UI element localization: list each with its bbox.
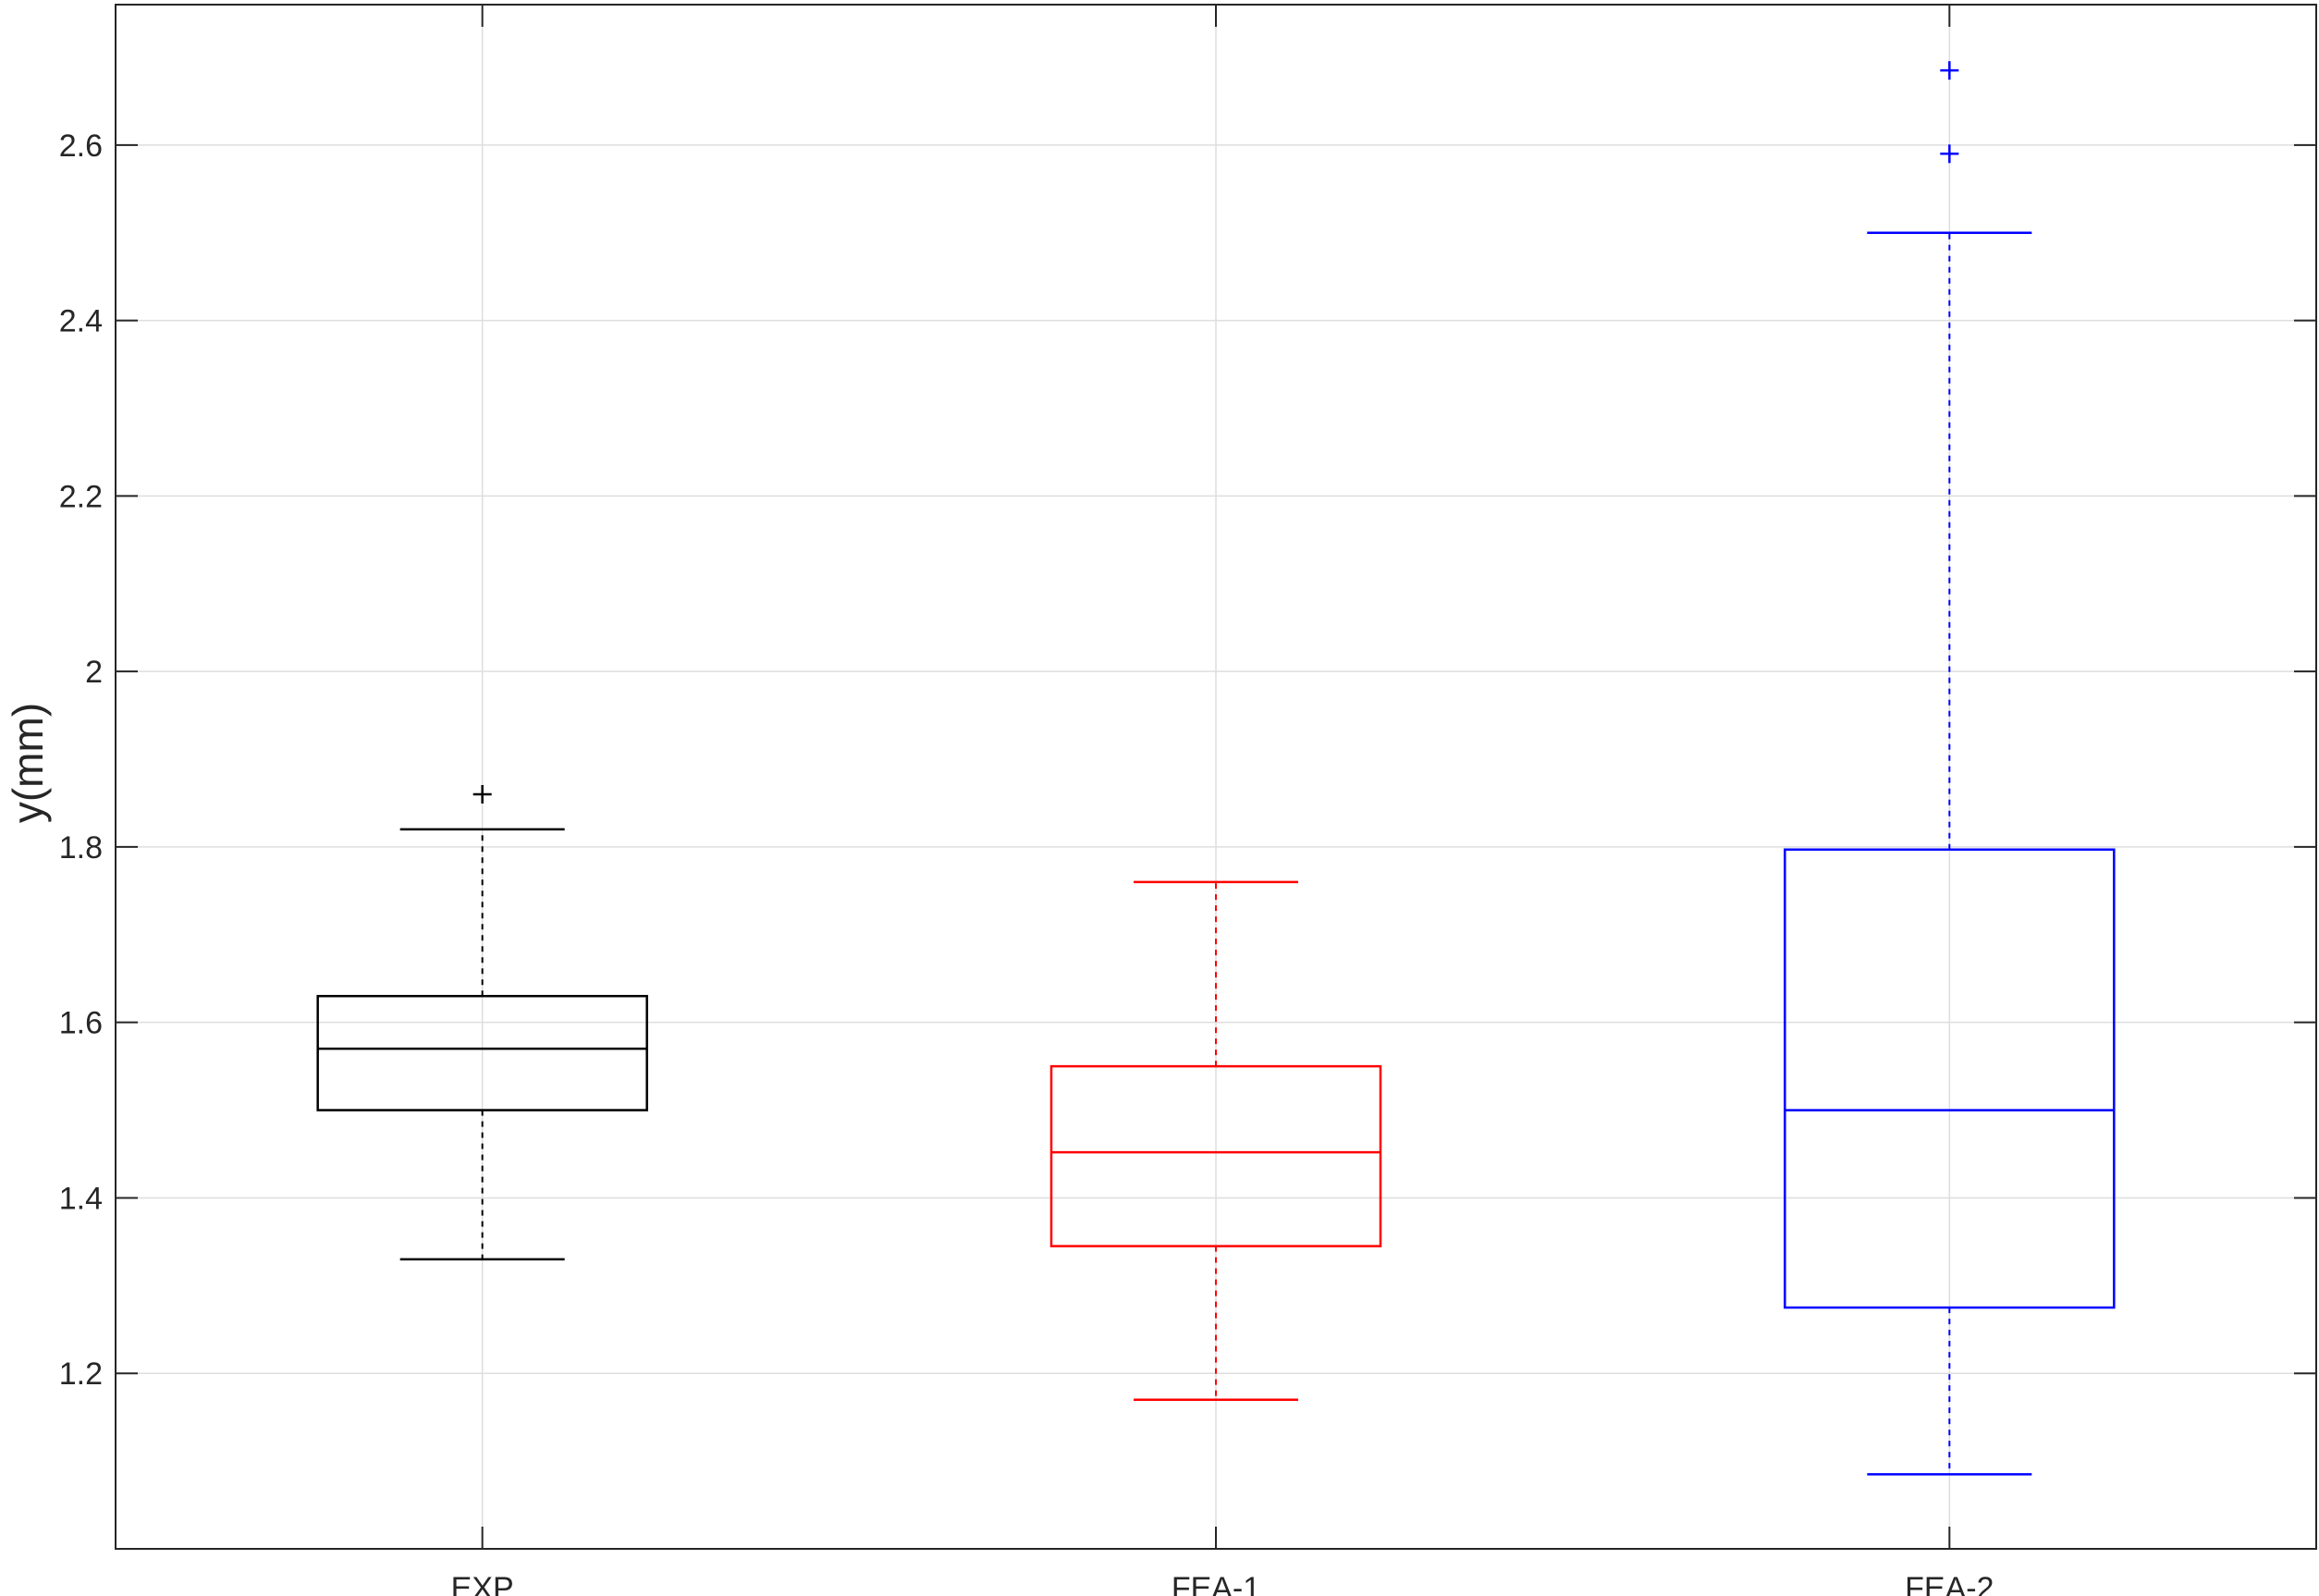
iqr-box bbox=[1784, 848, 2116, 1309]
y-tick-label: 2.4 bbox=[59, 304, 103, 339]
y-tick-label: 2 bbox=[85, 655, 103, 690]
y-axis-label: y(mm) bbox=[4, 703, 52, 823]
y-tick-label: 1.6 bbox=[59, 1006, 103, 1041]
axis-ticks: 1.2 1.4 1.6 1.8 2 2.2 2.4 2.6 EXP FEA-1 FEA-2 bbox=[59, 5, 2316, 1596]
outlier-marker bbox=[472, 784, 492, 804]
y-tick-label: 2.2 bbox=[59, 479, 103, 514]
y-tick-label: 1.8 bbox=[59, 830, 103, 866]
boxes bbox=[316, 61, 2116, 1476]
box-fea-1 bbox=[1049, 880, 1382, 1401]
box-exp bbox=[316, 784, 648, 1261]
outlier-marker bbox=[1940, 144, 1959, 164]
iqr-box bbox=[1049, 1064, 1382, 1247]
y-tick-label: 1.4 bbox=[59, 1181, 103, 1216]
iqr-box bbox=[316, 994, 648, 1111]
y-tick-label: 1.2 bbox=[59, 1357, 103, 1392]
outlier-marker bbox=[1940, 61, 1959, 80]
x-tick-label: FEA-2 bbox=[1905, 1571, 1994, 1596]
y-tick-label: 2.6 bbox=[59, 129, 103, 164]
box-fea-2 bbox=[1784, 61, 2116, 1476]
x-tick-label: FEA-1 bbox=[1172, 1571, 1260, 1596]
x-tick-label: EXP bbox=[451, 1571, 514, 1596]
